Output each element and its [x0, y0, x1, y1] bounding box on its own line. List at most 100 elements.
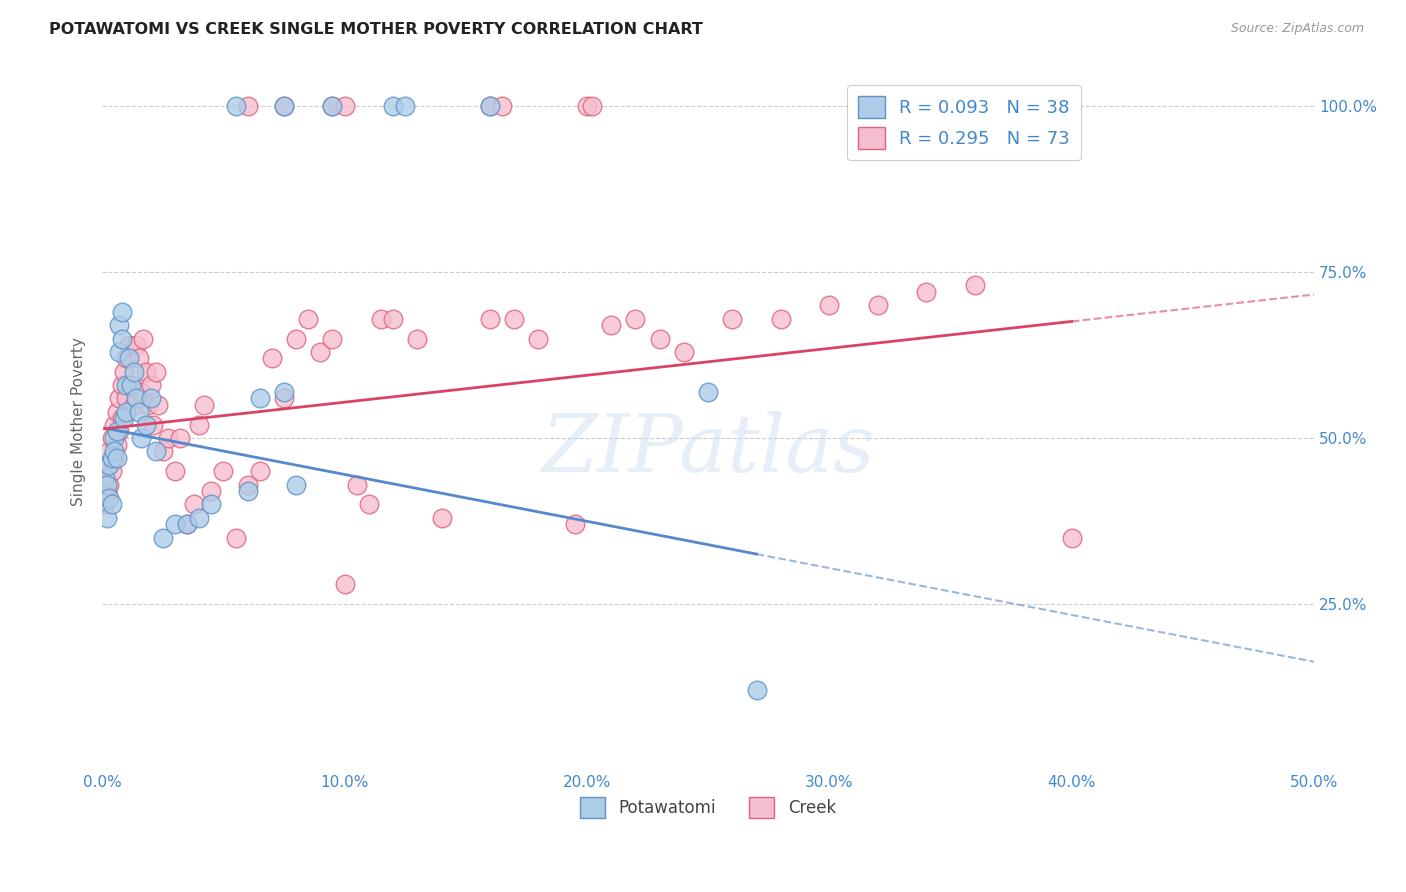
- Point: [745, 683, 768, 698]
- Point: [527, 331, 550, 345]
- Point: [564, 517, 586, 532]
- Point: [963, 278, 986, 293]
- Point: [115, 391, 138, 405]
- Point: [105, 425, 128, 439]
- Point: [503, 311, 526, 326]
- Text: ZIPatlas: ZIPatlas: [541, 410, 875, 488]
- Point: [176, 517, 198, 532]
- Point: [915, 285, 938, 299]
- Point: [136, 398, 159, 412]
- Point: [333, 577, 356, 591]
- Point: [581, 99, 603, 113]
- Point: [129, 431, 152, 445]
- Point: [321, 99, 343, 113]
- Point: [169, 431, 191, 445]
- Point: [139, 391, 162, 405]
- Point: [188, 417, 211, 432]
- Point: [112, 411, 135, 425]
- Point: [672, 344, 695, 359]
- Point: [118, 351, 141, 366]
- Point: [273, 99, 295, 113]
- Point: [110, 305, 132, 319]
- Point: [249, 391, 271, 405]
- Point: [212, 464, 235, 478]
- Point: [96, 484, 118, 499]
- Point: [120, 378, 142, 392]
- Point: [105, 450, 128, 465]
- Point: [333, 99, 356, 113]
- Point: [135, 365, 157, 379]
- Point: [249, 464, 271, 478]
- Point: [103, 431, 125, 445]
- Point: [129, 384, 152, 399]
- Point: [93, 471, 115, 485]
- Point: [163, 464, 186, 478]
- Point: [769, 311, 792, 326]
- Point: [135, 417, 157, 432]
- Point: [96, 477, 118, 491]
- Point: [96, 510, 118, 524]
- Point: [101, 498, 124, 512]
- Point: [624, 311, 647, 326]
- Text: POTAWATOMI VS CREEK SINGLE MOTHER POVERTY CORRELATION CHART: POTAWATOMI VS CREEK SINGLE MOTHER POVERT…: [49, 22, 703, 37]
- Point: [1060, 531, 1083, 545]
- Point: [394, 99, 416, 113]
- Point: [118, 338, 141, 352]
- Point: [105, 404, 128, 418]
- Point: [108, 344, 131, 359]
- Point: [98, 491, 121, 505]
- Point: [406, 331, 429, 345]
- Point: [285, 331, 308, 345]
- Point: [163, 517, 186, 532]
- Point: [285, 477, 308, 491]
- Point: [382, 99, 405, 113]
- Point: [108, 318, 131, 333]
- Point: [346, 477, 368, 491]
- Point: [600, 318, 623, 333]
- Point: [122, 365, 145, 379]
- Point: [128, 404, 150, 418]
- Point: [183, 498, 205, 512]
- Point: [236, 99, 259, 113]
- Point: [156, 431, 179, 445]
- Point: [382, 311, 405, 326]
- Point: [721, 311, 744, 326]
- Point: [110, 331, 132, 345]
- Point: [103, 444, 125, 458]
- Point: [122, 398, 145, 412]
- Point: [430, 510, 453, 524]
- Point: [120, 378, 142, 392]
- Point: [648, 331, 671, 345]
- Point: [321, 331, 343, 345]
- Point: [145, 365, 167, 379]
- Point: [101, 450, 124, 465]
- Point: [112, 365, 135, 379]
- Point: [128, 351, 150, 366]
- Point: [108, 425, 131, 439]
- Point: [115, 404, 138, 418]
- Point: [101, 431, 124, 445]
- Point: [98, 444, 121, 458]
- Point: [142, 417, 165, 432]
- Text: Source: ZipAtlas.com: Source: ZipAtlas.com: [1230, 22, 1364, 36]
- Point: [132, 331, 155, 345]
- Point: [176, 517, 198, 532]
- Point: [105, 438, 128, 452]
- Y-axis label: Single Mother Poverty: Single Mother Poverty: [72, 337, 86, 506]
- Point: [200, 484, 222, 499]
- Point: [93, 471, 115, 485]
- Point: [110, 411, 132, 425]
- Point: [236, 484, 259, 499]
- Point: [103, 417, 125, 432]
- Point: [370, 311, 392, 326]
- Point: [93, 498, 115, 512]
- Point: [321, 99, 343, 113]
- Point: [200, 498, 222, 512]
- Point: [273, 391, 295, 405]
- Point: [115, 378, 138, 392]
- Point: [146, 398, 169, 412]
- Point: [273, 99, 295, 113]
- Point: [98, 458, 121, 472]
- Legend: Potawatomi, Creek: Potawatomi, Creek: [574, 790, 842, 824]
- Point: [297, 311, 319, 326]
